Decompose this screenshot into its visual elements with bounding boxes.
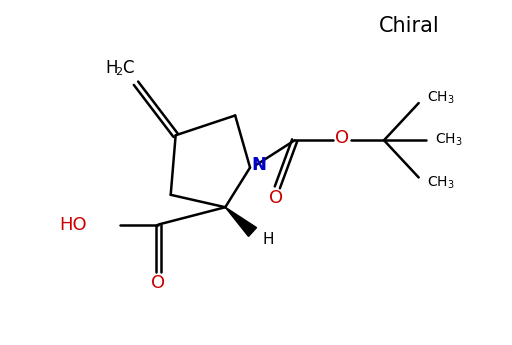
Polygon shape: [225, 207, 257, 236]
Text: CH$_3$: CH$_3$: [427, 90, 455, 106]
Text: CH$_3$: CH$_3$: [427, 174, 455, 191]
Text: H: H: [263, 232, 274, 247]
Text: HO: HO: [60, 216, 88, 234]
Text: 2: 2: [115, 67, 122, 77]
Text: Chiral: Chiral: [378, 16, 439, 36]
Text: O: O: [151, 274, 165, 292]
Text: C: C: [122, 59, 134, 77]
Text: CH$_3$: CH$_3$: [435, 132, 462, 148]
Text: N: N: [251, 156, 266, 174]
Text: O: O: [335, 129, 349, 147]
Text: O: O: [269, 189, 284, 207]
Text: H: H: [105, 59, 118, 77]
